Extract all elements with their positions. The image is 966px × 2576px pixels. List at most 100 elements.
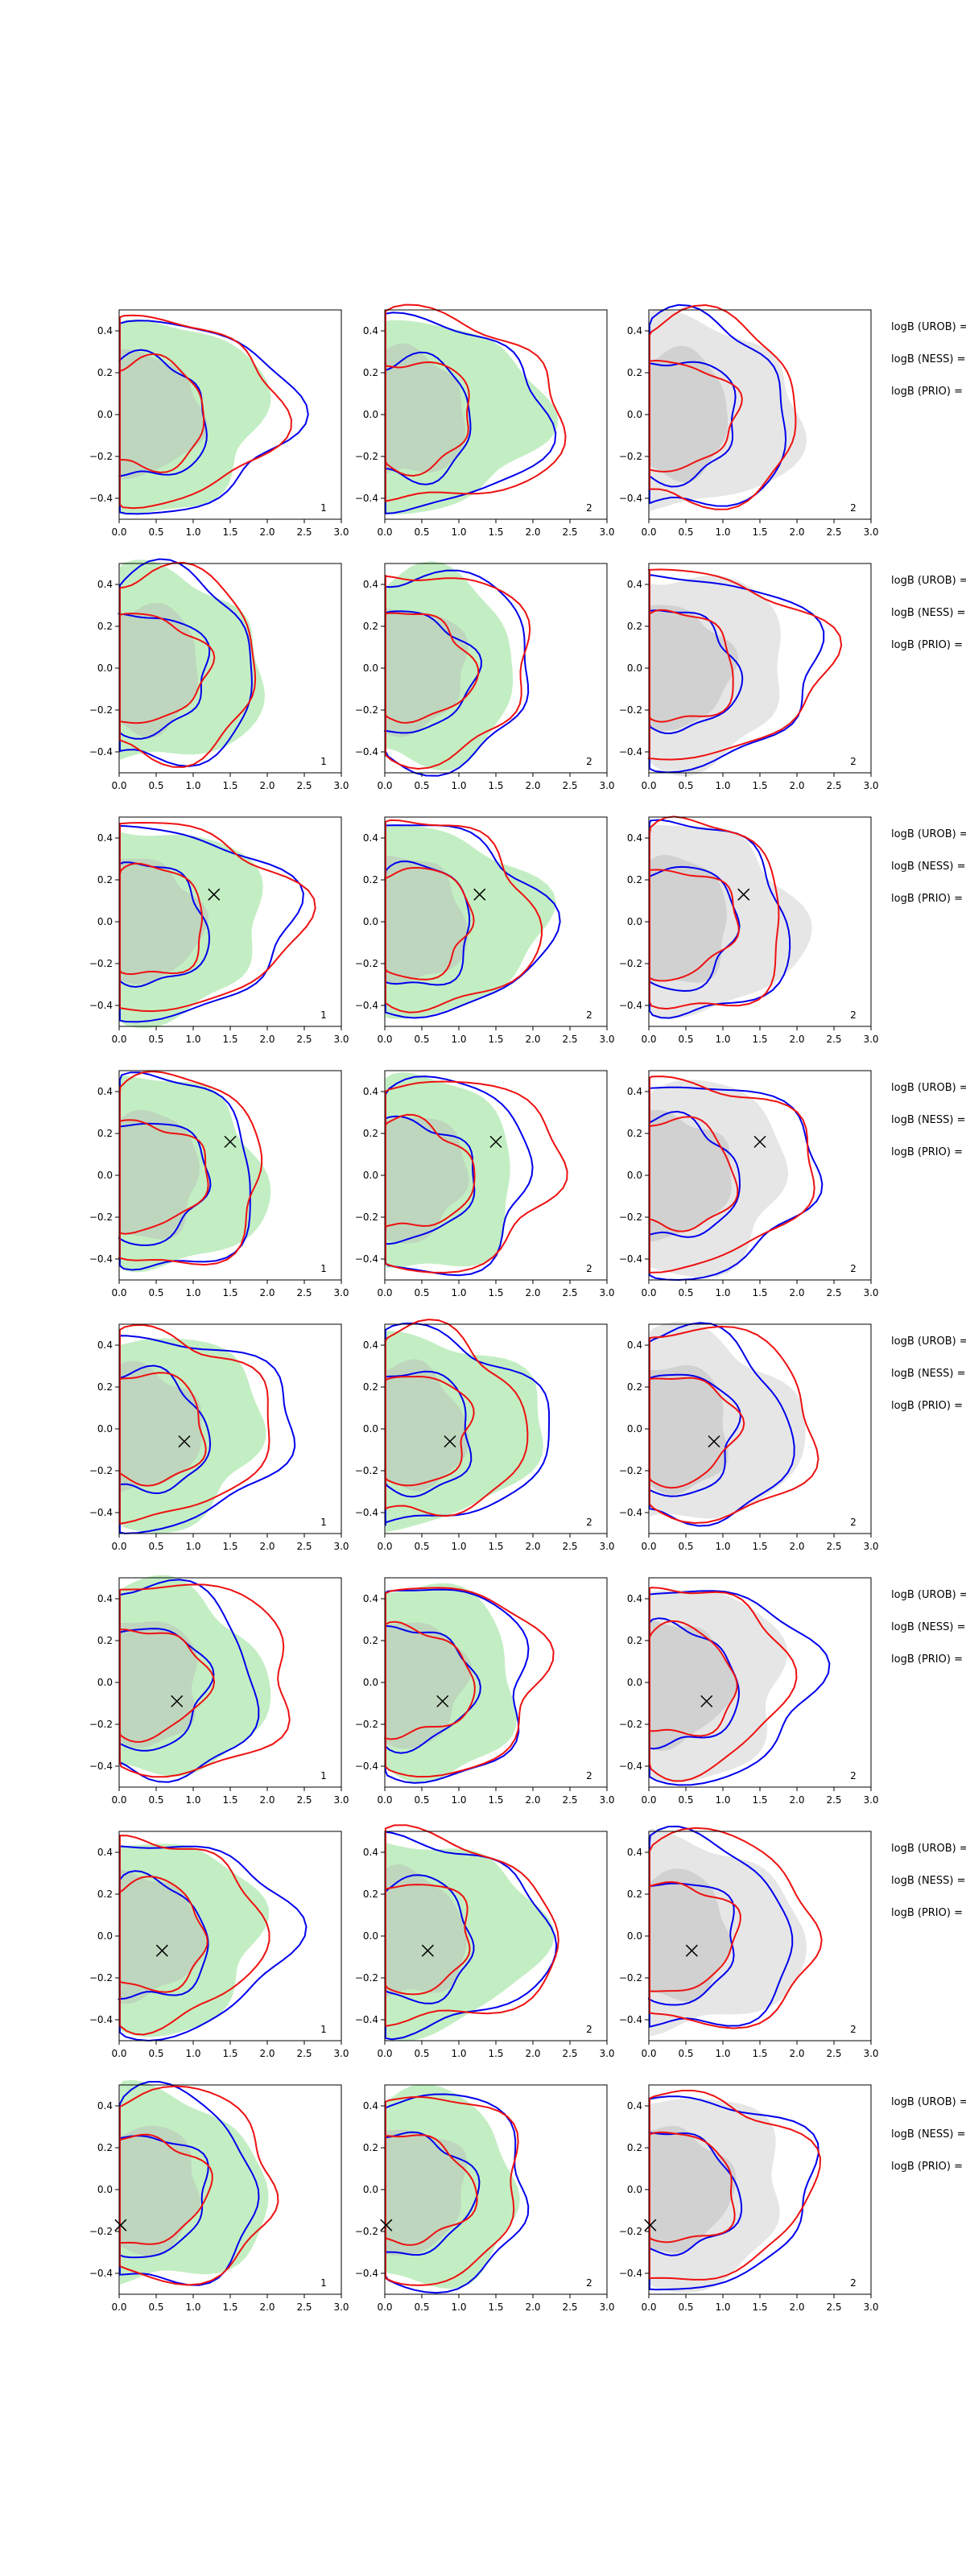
x-tick-label: 1.0 — [715, 2048, 730, 2059]
density-fill-inner — [385, 1359, 469, 1492]
x-tick-label: 3.0 — [599, 1287, 614, 1298]
x-tick-label: 2.5 — [826, 1541, 841, 1552]
y-tick-label: 0.4 — [363, 1847, 378, 1858]
y-tick-label: −0.2 — [89, 2226, 113, 2237]
y-tick-label: −0.2 — [89, 1972, 113, 1984]
panel-r6-c3: 0.0 0.5 1.0 1.5 2.0 2.5 3.0 0.4 0.2 0.0 −0.2 −0.4 2 — [619, 1577, 879, 1806]
y-tick-label: 0.0 — [363, 663, 378, 674]
y-tick-label: 0.2 — [627, 1381, 642, 1393]
y-tick-label: −0.2 — [89, 1465, 113, 1476]
y-tick-label: −0.4 — [619, 1761, 642, 1772]
density-fill-inner — [649, 1109, 732, 1242]
marker-x — [737, 888, 750, 901]
x-tick-label: 3.0 — [863, 1287, 878, 1298]
y-tick-label: 0.4 — [363, 1086, 378, 1097]
x-tick-label: 0.5 — [678, 2048, 693, 2059]
x-tick-label: 3.0 — [333, 526, 349, 538]
side-label: logB (UROB) = — [891, 1082, 966, 1094]
x-tick-label: 0.0 — [377, 1287, 392, 1298]
x-tick-label: 0.0 — [111, 526, 126, 538]
x-tick-label: 0.5 — [414, 2048, 429, 2059]
y-tick-label: 0.0 — [363, 409, 378, 420]
y-tick-label: 0.0 — [363, 2184, 378, 2195]
x-tick-label: 1.0 — [451, 780, 466, 791]
panel-number: 2 — [586, 2277, 592, 2289]
y-tick-label: −0.2 — [619, 958, 642, 969]
x-tick-label: 3.0 — [863, 1034, 878, 1045]
density-fill-outer — [385, 824, 556, 1019]
marker-x — [444, 1435, 456, 1448]
density-fill-inner — [119, 602, 198, 738]
x-tick-label: 0.5 — [414, 1541, 429, 1552]
x-tick-label: 1.0 — [715, 526, 730, 538]
y-tick-label: 0.4 — [97, 832, 113, 844]
side-label: logB (PRIO) = — [891, 1907, 963, 1919]
x-tick-label: 1.5 — [752, 780, 767, 791]
y-tick-label: −0.2 — [355, 1719, 378, 1730]
x-tick-label: 2.0 — [525, 780, 540, 791]
x-tick-label: 0.5 — [414, 1794, 429, 1806]
side-label: logB (UROB) = — [891, 2096, 966, 2108]
marker-x — [171, 1695, 184, 1707]
y-tick-label: 0.4 — [363, 2100, 378, 2112]
panel-r3-c3: 0.0 0.5 1.0 1.5 2.0 2.5 3.0 0.4 0.2 0.0 −0.2 −0.4 2 — [619, 815, 879, 1045]
panel-r7-c2: 0.0 0.5 1.0 1.5 2.0 2.5 3.0 0.4 0.2 0.0 −0.2 −0.4 2 — [355, 1824, 615, 2059]
y-tick-label: −0.4 — [619, 1253, 642, 1265]
x-tick-label: 2.0 — [259, 1794, 275, 1806]
panel-number: 1 — [320, 756, 327, 767]
x-tick-label: 3.0 — [333, 1541, 349, 1552]
density-fill-inner — [649, 1868, 731, 2002]
y-tick-label: 0.2 — [363, 2142, 378, 2153]
y-tick-label: 0.0 — [97, 1423, 113, 1435]
y-tick-label: 0.4 — [363, 579, 378, 590]
x-tick-label: 0.0 — [111, 1794, 126, 1806]
x-tick-label: 1.5 — [222, 2048, 237, 2059]
x-tick-label: 0.0 — [641, 780, 656, 791]
density-fill-inner — [649, 345, 729, 483]
x-tick-label: 2.0 — [259, 1287, 275, 1298]
x-tick-label: 1.5 — [222, 526, 237, 538]
marker-x — [700, 1695, 713, 1707]
panel-r5-c3: 0.0 0.5 1.0 1.5 2.0 2.5 3.0 0.4 0.2 0.0 −0.2 −0.4 2 — [619, 1322, 879, 1552]
x-tick-label: 0.5 — [414, 2301, 429, 2313]
red-contour-inner — [118, 613, 216, 724]
x-tick-label: 2.5 — [296, 526, 312, 538]
y-tick-label: 0.4 — [363, 1593, 378, 1604]
panel-number: 2 — [850, 1263, 857, 1274]
y-tick-label: −0.4 — [355, 2268, 378, 2279]
x-tick-label: 0.0 — [377, 1541, 392, 1552]
x-tick-label: 1.5 — [488, 1541, 503, 1552]
panel-r8-c2: 0.0 0.5 1.0 1.5 2.0 2.5 3.0 0.4 0.2 0.0 −0.2 −0.4 2 — [355, 2084, 615, 2313]
y-tick-label: −0.2 — [355, 1972, 378, 1984]
x-tick-label: 2.0 — [259, 1541, 275, 1552]
y-tick-label: −0.4 — [89, 2014, 113, 2025]
y-tick-label: −0.4 — [89, 1761, 113, 1772]
panel-number: 2 — [586, 1263, 592, 1274]
panel-r7-c3: 0.0 0.5 1.0 1.5 2.0 2.5 3.0 0.4 0.2 0.0 −0.2 −0.4 2 — [619, 1825, 879, 2059]
x-tick-label: 2.5 — [826, 780, 841, 791]
red-contour-inner — [648, 1620, 738, 1737]
density-fill-inner — [649, 855, 727, 983]
x-tick-label: 0.5 — [414, 780, 429, 791]
y-tick-label: −0.2 — [619, 1972, 642, 1984]
y-tick-label: −0.4 — [355, 493, 378, 504]
y-tick-label: −0.4 — [619, 493, 642, 504]
x-tick-label: 1.5 — [222, 1541, 237, 1552]
x-tick-label: 1.0 — [715, 1794, 730, 1806]
x-tick-label: 3.0 — [863, 1541, 878, 1552]
density-fill-inner — [385, 1864, 468, 1997]
marker-x — [208, 888, 221, 901]
y-tick-label: 0.2 — [627, 367, 642, 378]
y-tick-label: −0.2 — [355, 1465, 378, 1476]
x-tick-label: 3.0 — [863, 526, 878, 538]
panel-r8-c1: 0.0 0.5 1.0 1.5 2.0 2.5 3.0 0.4 0.2 0.0 −0.2 −0.4 1 — [89, 2079, 349, 2313]
y-tick-label: −0.2 — [355, 958, 378, 969]
x-tick-label: 0.0 — [111, 1287, 126, 1298]
y-tick-label: 0.0 — [627, 1170, 642, 1181]
y-tick-label: 0.2 — [97, 1381, 113, 1393]
x-tick-label: 1.0 — [451, 1541, 466, 1552]
side-label: logB (NESS) = — [891, 353, 965, 365]
x-tick-label: 0.5 — [148, 2301, 163, 2313]
y-tick-label: 0.4 — [97, 1340, 113, 1351]
x-tick-label: 0.5 — [678, 1794, 693, 1806]
